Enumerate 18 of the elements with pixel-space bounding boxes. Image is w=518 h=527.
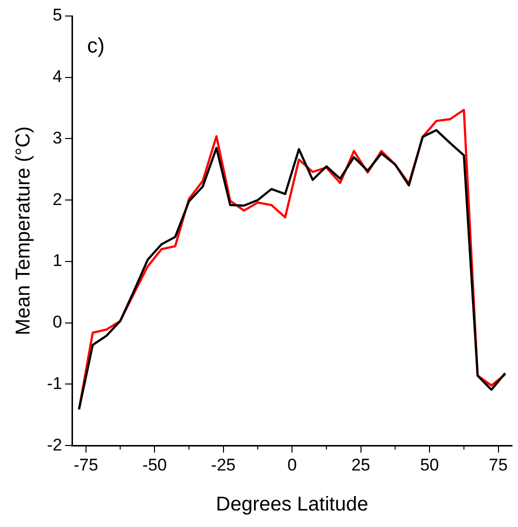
x-tick-label: 25 [351, 455, 370, 474]
y-tick-label: 4 [52, 67, 62, 86]
x-tick-label: 0 [287, 455, 297, 474]
x-tick-label: 50 [420, 455, 439, 474]
x-axis-title: Degrees Latitude [216, 494, 368, 516]
y-tick-label: 3 [52, 128, 62, 148]
y-tick-label: -2 [46, 435, 62, 454]
x-tick-label: -25 [211, 455, 236, 474]
annotation: c) [87, 34, 105, 58]
x-tick-label: -50 [142, 455, 167, 474]
y-axis-title: Mean Temperature (°C) [12, 126, 35, 336]
y-tick-label: -1 [46, 374, 62, 393]
x-tick-label: 75 [488, 455, 508, 474]
y-tick-label: 0 [52, 312, 62, 332]
y-tick-label: 5 [52, 6, 62, 25]
y-tick-label: 2 [52, 190, 62, 209]
x-tick-label: -75 [74, 455, 98, 474]
y-tick-label: 1 [52, 251, 62, 270]
